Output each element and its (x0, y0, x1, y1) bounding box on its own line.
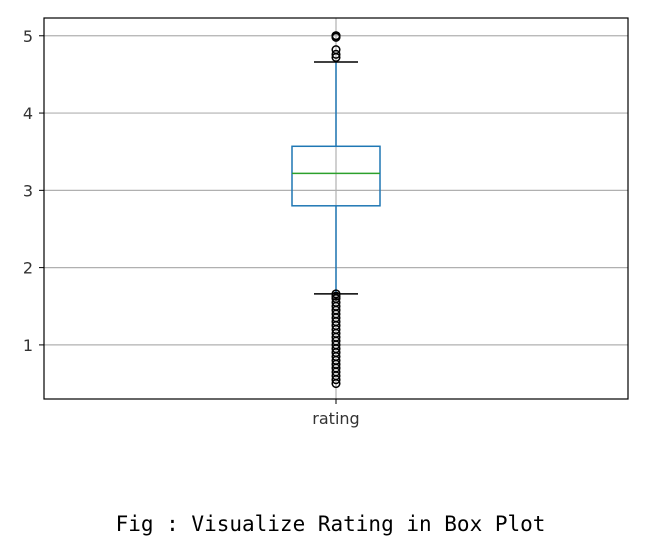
outlier-point (331, 49, 341, 59)
x-axis-ticks: rating (312, 399, 360, 428)
y-tick-label: 2 (23, 259, 33, 278)
outlier-point (331, 31, 341, 41)
outlier-points (331, 31, 341, 389)
y-axis-ticks: 1 2 3 4 5 (23, 27, 44, 355)
box-plot (291, 61, 381, 295)
box-plot-chart: 1 2 3 4 5 rating (23, 17, 629, 428)
iqr-box (291, 145, 381, 207)
x-tick-label: rating (312, 409, 359, 428)
y-tick-label: 4 (23, 104, 33, 123)
y-tick-label: 1 (23, 336, 33, 355)
y-tick-label: 3 (23, 181, 33, 200)
plot-frame (43, 17, 629, 400)
outlier-point (331, 297, 341, 307)
outlier-point (331, 45, 341, 55)
y-tick-label: 5 (23, 27, 33, 46)
figure-caption: Fig : Visualize Rating in Box Plot (115, 512, 546, 536)
outlier-point (331, 289, 341, 299)
